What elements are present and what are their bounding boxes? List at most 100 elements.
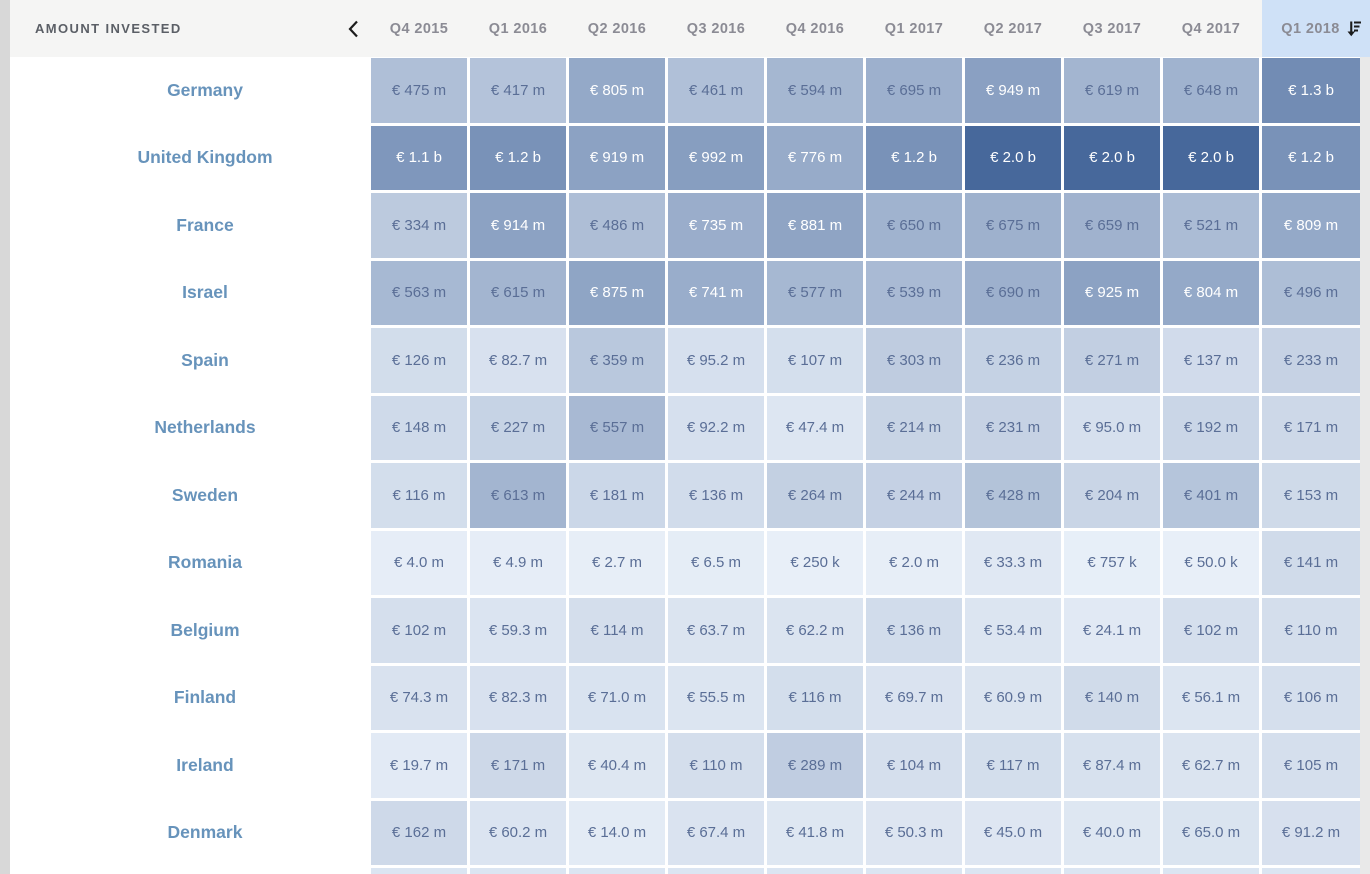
- heatmap-cell[interactable]: € 92.2 m: [668, 395, 764, 460]
- heatmap-cell[interactable]: € 244 m: [866, 463, 962, 528]
- heatmap-cell[interactable]: € 140 m: [1064, 665, 1160, 730]
- heatmap-cell[interactable]: € 62.7 m: [1163, 733, 1259, 798]
- heatmap-cell[interactable]: € 1.1 b: [371, 125, 467, 190]
- heatmap-cell[interactable]: € 914 m: [470, 193, 566, 258]
- column-header[interactable]: Q1 2017: [884, 20, 944, 37]
- heatmap-cell[interactable]: € 539 m: [866, 260, 962, 325]
- heatmap-cell[interactable]: € 809 m: [1262, 193, 1360, 258]
- heatmap-cell[interactable]: € 992 m: [668, 125, 764, 190]
- column-header[interactable]: Q3 2017: [1082, 20, 1142, 37]
- heatmap-cell[interactable]: € 91.2 m: [1262, 800, 1360, 865]
- heatmap-cell[interactable]: € 102 m: [371, 598, 467, 663]
- heatmap-cell[interactable]: € 264 m: [767, 463, 863, 528]
- heatmap-cell[interactable]: € 619 m: [1064, 58, 1160, 123]
- heatmap-cell[interactable]: € 2.0 b: [1163, 125, 1259, 190]
- heatmap-cell[interactable]: € 110 m: [1262, 598, 1360, 663]
- heatmap-cell[interactable]: € 289 m: [767, 733, 863, 798]
- heatmap-cell[interactable]: € 50.3 m: [866, 800, 962, 865]
- heatmap-cell[interactable]: € 56.1 m: [1163, 665, 1259, 730]
- heatmap-cell[interactable]: € 62.2 m: [767, 598, 863, 663]
- heatmap-cell[interactable]: € 659 m: [1064, 193, 1160, 258]
- heatmap-cell[interactable]: € 102 m: [1163, 598, 1259, 663]
- heatmap-cell[interactable]: € 650 m: [866, 193, 962, 258]
- heatmap-cell[interactable]: € 40.0 m: [1064, 800, 1160, 865]
- heatmap-cell[interactable]: € 1.2 b: [866, 125, 962, 190]
- heatmap-cell[interactable]: € 250 k: [767, 530, 863, 595]
- heatmap-cell[interactable]: € 82.7 m: [470, 328, 566, 393]
- heatmap-cell[interactable]: € 204 m: [1064, 463, 1160, 528]
- heatmap-cell[interactable]: € 949 m: [965, 58, 1061, 123]
- scrollbar-track[interactable]: [1360, 57, 1370, 874]
- heatmap-cell[interactable]: € 919 m: [569, 125, 665, 190]
- heatmap-cell[interactable]: € 735 m: [668, 193, 764, 258]
- heatmap-cell[interactable]: € 271 m: [1064, 328, 1160, 393]
- heatmap-cell[interactable]: € 1.2 b: [1262, 125, 1360, 190]
- heatmap-cell[interactable]: € 2.7 m: [569, 530, 665, 595]
- country-label[interactable]: Ireland: [176, 754, 234, 775]
- heatmap-cell[interactable]: € 110 m: [668, 733, 764, 798]
- heatmap-cell[interactable]: € 19.7 m: [371, 733, 467, 798]
- heatmap-cell[interactable]: € 40.4 m: [569, 733, 665, 798]
- heatmap-cell[interactable]: € 107 m: [767, 328, 863, 393]
- heatmap-cell[interactable]: € 613 m: [470, 463, 566, 528]
- heatmap-cell[interactable]: € 757 k: [1064, 530, 1160, 595]
- heatmap-cell[interactable]: € 87.4 m: [1064, 733, 1160, 798]
- heatmap-cell[interactable]: € 925 m: [1064, 260, 1160, 325]
- heatmap-cell[interactable]: € 6.5 m: [668, 530, 764, 595]
- country-label[interactable]: France: [176, 214, 234, 235]
- heatmap-cell[interactable]: € 741 m: [668, 260, 764, 325]
- heatmap-cell[interactable]: € 461 m: [668, 58, 764, 123]
- heatmap-cell[interactable]: € 563 m: [371, 260, 467, 325]
- heatmap-cell[interactable]: € 227 m: [470, 395, 566, 460]
- heatmap-cell[interactable]: € 521 m: [1163, 193, 1259, 258]
- heatmap-cell[interactable]: € 695 m: [866, 58, 962, 123]
- heatmap-cell[interactable]: € 334 m: [371, 193, 467, 258]
- heatmap-cell[interactable]: € 141 m: [1262, 530, 1360, 595]
- heatmap-cell[interactable]: € 1.3 b: [1262, 58, 1360, 123]
- country-label[interactable]: Romania: [168, 552, 242, 573]
- column-header[interactable]: Q3 2016: [686, 20, 746, 37]
- heatmap-cell[interactable]: € 50.0 k: [1163, 530, 1259, 595]
- heatmap-cell[interactable]: € 95.2 m: [668, 328, 764, 393]
- heatmap-cell[interactable]: € 65.0 m: [1163, 800, 1259, 865]
- column-header-q1-2018[interactable]: Q1 2018: [1262, 0, 1370, 57]
- heatmap-cell[interactable]: € 59.3 m: [470, 598, 566, 663]
- heatmap-cell[interactable]: € 2.0 b: [965, 125, 1061, 190]
- heatmap-cell[interactable]: € 47.4 m: [767, 395, 863, 460]
- heatmap-cell[interactable]: € 181 m: [569, 463, 665, 528]
- column-header[interactable]: Q4 2017: [1181, 20, 1241, 37]
- heatmap-cell[interactable]: € 116 m: [371, 463, 467, 528]
- heatmap-cell[interactable]: € 359 m: [569, 328, 665, 393]
- heatmap-cell[interactable]: € 881 m: [767, 193, 863, 258]
- heatmap-cell[interactable]: € 594 m: [767, 58, 863, 123]
- heatmap-cell[interactable]: € 53.4 m: [965, 598, 1061, 663]
- heatmap-cell[interactable]: € 136 m: [668, 463, 764, 528]
- heatmap-cell[interactable]: € 60.9 m: [965, 665, 1061, 730]
- heatmap-cell[interactable]: € 231 m: [965, 395, 1061, 460]
- heatmap-cell[interactable]: € 117 m: [965, 733, 1061, 798]
- country-label[interactable]: Spain: [181, 349, 229, 370]
- heatmap-cell[interactable]: € 41.8 m: [767, 800, 863, 865]
- heatmap-cell[interactable]: € 60.2 m: [470, 800, 566, 865]
- heatmap-cell[interactable]: € 137 m: [1163, 328, 1259, 393]
- heatmap-cell[interactable]: € 114 m: [569, 598, 665, 663]
- heatmap-cell[interactable]: € 648 m: [1163, 58, 1259, 123]
- country-label[interactable]: Israel: [182, 282, 228, 303]
- heatmap-cell[interactable]: € 417 m: [470, 58, 566, 123]
- heatmap-cell[interactable]: € 69.7 m: [866, 665, 962, 730]
- heatmap-cell[interactable]: € 116 m: [767, 665, 863, 730]
- heatmap-cell[interactable]: € 2.0 m: [866, 530, 962, 595]
- heatmap-cell[interactable]: € 804 m: [1163, 260, 1259, 325]
- heatmap-cell[interactable]: € 104 m: [866, 733, 962, 798]
- country-label[interactable]: Denmark: [167, 822, 243, 843]
- heatmap-cell[interactable]: € 4.9 m: [470, 530, 566, 595]
- heatmap-cell[interactable]: € 776 m: [767, 125, 863, 190]
- country-label[interactable]: United Kingdom: [137, 147, 273, 168]
- column-header[interactable]: Q1 2016: [488, 20, 548, 37]
- heatmap-cell[interactable]: € 171 m: [470, 733, 566, 798]
- heatmap-cell[interactable]: € 1.2 b: [470, 125, 566, 190]
- heatmap-cell[interactable]: € 71.0 m: [569, 665, 665, 730]
- heatmap-cell[interactable]: € 126 m: [371, 328, 467, 393]
- heatmap-cell[interactable]: € 55.5 m: [668, 665, 764, 730]
- heatmap-cell[interactable]: € 105 m: [1262, 733, 1360, 798]
